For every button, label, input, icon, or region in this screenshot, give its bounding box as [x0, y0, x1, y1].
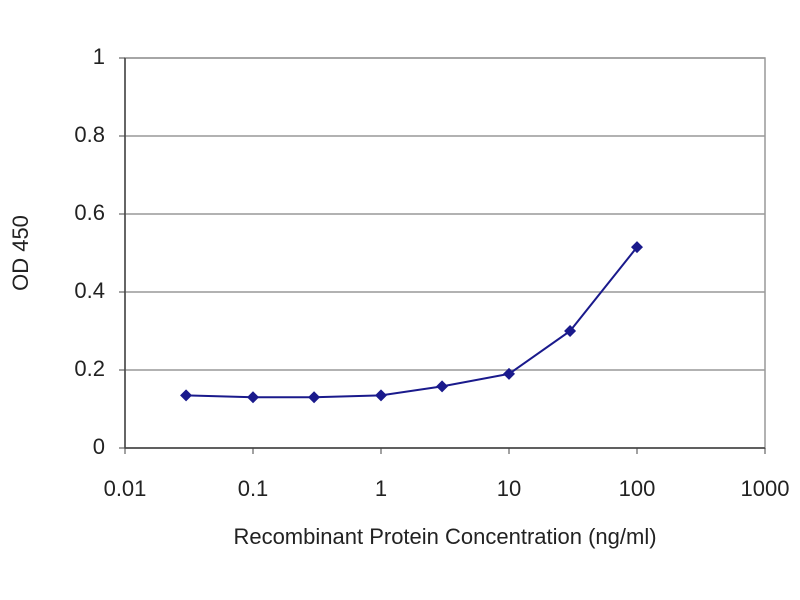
y-tick-label: 0.2 — [74, 356, 105, 381]
x-axis-label: Recombinant Protein Concentration (ng/ml… — [233, 524, 656, 549]
data-point — [436, 380, 449, 393]
x-tick-label: 1000 — [741, 476, 790, 501]
y-tick-label: 1 — [93, 44, 105, 69]
data-point — [308, 391, 321, 404]
x-tick-label: 10 — [497, 476, 521, 501]
y-tick-label: 0 — [93, 434, 105, 459]
x-tick-label: 1 — [375, 476, 387, 501]
data-point — [503, 367, 515, 380]
data-point — [564, 325, 577, 337]
data-point — [180, 389, 193, 402]
data-line — [186, 246, 638, 399]
data-point — [375, 389, 387, 402]
data-point — [631, 241, 643, 254]
y-tick-label: 0.8 — [74, 122, 105, 147]
x-tick-label: 0.1 — [238, 476, 269, 501]
plot-area — [124, 57, 766, 449]
x-tick-label: 0.01 — [104, 476, 147, 501]
data-point — [247, 391, 259, 404]
y-axis-label: OD 450 — [8, 215, 33, 291]
y-tick-label: 0.6 — [74, 200, 105, 225]
x-tick-label: 100 — [619, 476, 656, 501]
y-tick-label: 0.4 — [74, 278, 105, 303]
